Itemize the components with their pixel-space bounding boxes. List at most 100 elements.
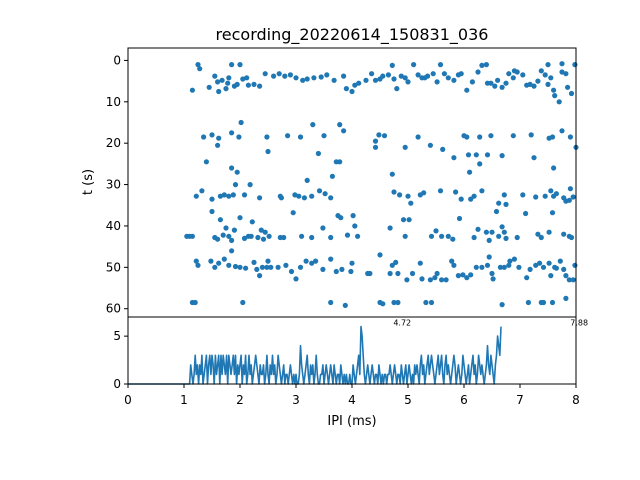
raster-dot	[549, 299, 556, 306]
raster-dot	[511, 68, 517, 74]
raster-dot	[561, 231, 567, 237]
raster-dot	[473, 264, 479, 270]
raster-dot	[329, 173, 335, 179]
raster-dot	[193, 258, 199, 264]
raster-dot	[283, 262, 289, 268]
raster-dot	[249, 219, 255, 225]
raster-dot	[455, 273, 461, 279]
raster-dot	[548, 273, 554, 279]
raster-dot	[226, 75, 232, 81]
raster-dot	[271, 73, 277, 79]
raster-dot	[303, 258, 309, 264]
raster-dot	[556, 99, 562, 105]
raster-dot	[391, 189, 397, 195]
raster-dot	[344, 232, 351, 238]
raster-dot	[468, 196, 474, 202]
raster-dot	[479, 62, 485, 68]
raster-dot	[488, 133, 494, 139]
raster-dot	[297, 134, 304, 140]
raster-dot	[537, 260, 543, 266]
raster-dot	[309, 234, 315, 241]
raster-dot	[402, 233, 408, 239]
raster-dot	[265, 258, 271, 264]
raster-dot	[506, 262, 512, 268]
raster-dot	[229, 62, 235, 68]
raster-dot	[398, 73, 404, 79]
raster-dot	[321, 133, 327, 139]
raster-dot	[328, 195, 334, 201]
raster-dot	[385, 72, 391, 78]
raster-dot	[402, 144, 408, 150]
histogram-frame	[127, 316, 577, 385]
raster-dot	[538, 68, 544, 74]
raster-dot	[434, 270, 440, 277]
raster-dot	[548, 75, 554, 81]
raster-dot	[427, 277, 433, 283]
raster-dot	[568, 234, 575, 241]
raster-dot	[229, 165, 235, 171]
histogram-x-ticks: 0 1 2 3 4 5 6 7 8	[124, 384, 580, 407]
raster-dot	[215, 79, 221, 85]
raster-dot	[540, 264, 547, 270]
raster-dot	[430, 71, 436, 77]
raster-dot	[402, 75, 408, 81]
raster-dot	[195, 262, 201, 268]
raster-dot	[568, 90, 575, 97]
raster-dot	[458, 196, 464, 202]
raster-dot	[369, 71, 375, 77]
raster-y-tick-label: 0	[113, 53, 121, 67]
raster-dot	[405, 79, 411, 85]
raster-dot	[244, 75, 250, 81]
raster-dot	[315, 150, 321, 157]
raster-dot	[524, 275, 530, 281]
raster-dot	[275, 264, 281, 270]
raster-dot	[389, 171, 395, 177]
raster-dot	[260, 236, 267, 242]
raster-dot	[217, 217, 223, 223]
raster-dot	[278, 195, 284, 201]
raster-dot	[458, 71, 464, 77]
histogram-x-tick-label: 2	[236, 393, 244, 407]
raster-dot	[567, 134, 574, 140]
histogram-x-tick-label: 3	[292, 393, 300, 407]
raster-dot	[411, 62, 417, 68]
raster-y-tick-label: 10	[106, 95, 121, 109]
raster-dot	[559, 61, 565, 67]
raster-dot	[381, 133, 388, 139]
raster-dot	[343, 86, 349, 92]
raster-dot	[572, 262, 578, 268]
raster-dot	[471, 193, 477, 199]
raster-dot	[451, 155, 457, 161]
raster-dot	[467, 169, 473, 175]
raster-dot	[423, 299, 429, 306]
raster-dot	[465, 152, 472, 158]
raster-dot	[215, 142, 221, 148]
raster-dot	[469, 79, 475, 85]
raster-dot	[523, 210, 529, 217]
raster-dot	[316, 188, 323, 194]
raster-dot	[209, 132, 215, 138]
raster-dot	[542, 193, 548, 199]
raster-dot	[427, 142, 433, 148]
raster-dot	[395, 270, 401, 277]
raster-dot	[520, 192, 526, 198]
raster-dot	[490, 276, 496, 282]
histogram-x-tick-label: 0	[124, 393, 132, 407]
raster-dot	[212, 73, 218, 79]
raster-dot	[297, 264, 304, 270]
raster-dot	[212, 264, 218, 270]
raster-dot	[189, 233, 195, 239]
raster-dot	[363, 77, 369, 83]
raster-dot	[192, 299, 198, 306]
histogram-y-tick-label: 5	[113, 329, 121, 343]
raster-dot	[324, 72, 330, 78]
raster-dot	[535, 78, 541, 84]
raster-dot	[333, 268, 339, 275]
raster-y-tick-label: 40	[106, 219, 121, 233]
raster-dot	[445, 233, 451, 239]
raster-dot	[264, 264, 270, 270]
raster-dot	[247, 182, 253, 188]
raster-dot	[376, 132, 382, 138]
raster-dot	[542, 72, 548, 78]
raster-dot	[391, 299, 397, 306]
